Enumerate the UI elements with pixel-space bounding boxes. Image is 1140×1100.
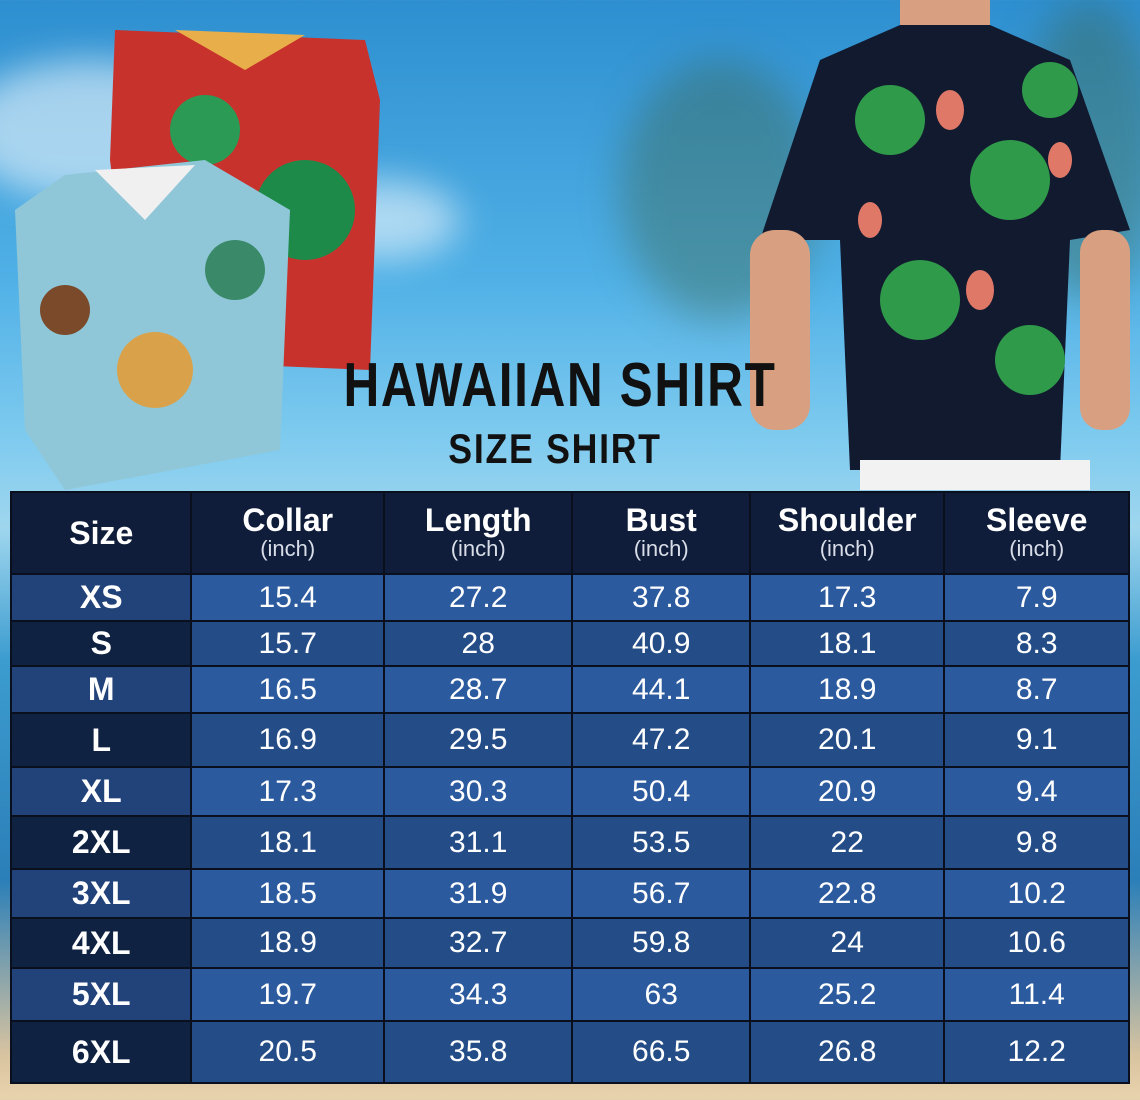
table-row: XL 17.3 30.3 50.4 20.9 9.4 — [12, 768, 1128, 815]
table-row: XS 15.4 27.2 37.8 17.3 7.9 — [12, 575, 1128, 620]
measurement-cell: 11.4 — [945, 969, 1128, 1020]
measurement-cell: 59.8 — [573, 919, 749, 967]
measurement-cell: 26.8 — [750, 1022, 944, 1082]
measurement-cell: 15.4 — [192, 575, 383, 620]
measurement-cell: 9.4 — [945, 768, 1128, 815]
measurement-cell: 19.7 — [192, 969, 383, 1020]
column-header-bust: Bust (inch) — [573, 493, 749, 573]
measurement-cell: 44.1 — [573, 667, 749, 712]
table-row: M 16.5 28.7 44.1 18.9 8.7 — [12, 667, 1128, 712]
table-header-row: Size Collar (inch) Length (inch) Bust (inch) Sh… — [12, 493, 1128, 573]
size-cell: XS — [12, 575, 191, 620]
measurement-cell: 18.1 — [750, 622, 944, 665]
column-unit: (inch) — [819, 536, 875, 561]
measurement-cell: 9.8 — [945, 817, 1128, 868]
column-header-shoulder: Shoulder (inch) — [750, 493, 944, 573]
column-unit: (inch) — [1009, 536, 1065, 561]
measurement-cell: 28.7 — [384, 667, 572, 712]
page-subtitle: SIZE SHIRT — [448, 425, 662, 472]
size-cell: XL — [12, 768, 191, 815]
measurement-cell: 40.9 — [573, 622, 749, 665]
table-row: 6XL 20.5 35.8 66.5 26.8 12.2 — [12, 1022, 1128, 1082]
folded-shirts-image — [15, 30, 380, 490]
measurement-cell: 30.3 — [384, 768, 572, 815]
table-row: 3XL 18.5 31.9 56.7 22.8 10.2 — [12, 870, 1128, 917]
measurement-cell: 10.2 — [945, 870, 1128, 917]
measurement-cell: 12.2 — [945, 1022, 1128, 1082]
measurement-cell: 9.1 — [945, 714, 1128, 766]
measurement-cell: 34.3 — [384, 969, 572, 1020]
size-cell: 5XL — [12, 969, 191, 1020]
column-label: Collar — [242, 502, 334, 538]
measurement-cell: 20.5 — [192, 1022, 383, 1082]
measurement-cell: 53.5 — [573, 817, 749, 868]
table-row: S 15.7 28 40.9 18.1 8.3 — [12, 622, 1128, 665]
measurement-cell: 29.5 — [384, 714, 572, 766]
measurement-cell: 18.1 — [192, 817, 383, 868]
measurement-cell: 24 — [750, 919, 944, 967]
measurement-cell: 31.1 — [384, 817, 572, 868]
measurement-cell: 10.6 — [945, 919, 1128, 967]
measurement-cell: 63 — [573, 969, 749, 1020]
measurement-cell: 18.9 — [192, 919, 383, 967]
column-label: Length — [424, 502, 532, 538]
column-header-length: Length (inch) — [384, 493, 572, 573]
size-cell: 4XL — [12, 919, 191, 967]
size-cell: L — [12, 714, 191, 766]
measurement-cell: 8.3 — [945, 622, 1128, 665]
table-row: 2XL 18.1 31.1 53.5 22 9.8 — [12, 817, 1128, 868]
column-label: Bust — [625, 502, 697, 538]
size-cell: 3XL — [12, 870, 191, 917]
measurement-cell: 27.2 — [384, 575, 572, 620]
size-cell: M — [12, 667, 191, 712]
measurement-cell: 37.8 — [573, 575, 749, 620]
measurement-cell: 50.4 — [573, 768, 749, 815]
measurement-cell: 25.2 — [750, 969, 944, 1020]
measurement-cell: 56.7 — [573, 870, 749, 917]
page-title: HAWAIIAN SHIRT — [343, 351, 777, 420]
measurement-cell: 17.3 — [750, 575, 944, 620]
measurement-cell: 18.9 — [750, 667, 944, 712]
measurement-cell: 47.2 — [573, 714, 749, 766]
column-label: Size — [69, 515, 134, 551]
measurement-cell: 20.1 — [750, 714, 944, 766]
measurement-cell: 16.5 — [192, 667, 383, 712]
column-label: Sleeve — [986, 502, 1088, 538]
size-cell: 6XL — [12, 1022, 191, 1082]
measurement-cell: 16.9 — [192, 714, 383, 766]
column-header-collar: Collar (inch) — [192, 493, 383, 573]
column-unit: (inch) — [450, 536, 506, 561]
measurement-cell: 22 — [750, 817, 944, 868]
measurement-cell: 7.9 — [945, 575, 1128, 620]
size-chart-table: Size Collar (inch) Length (inch) Bust (inch) Sh… — [10, 491, 1130, 1084]
measurement-cell: 22.8 — [750, 870, 944, 917]
column-label: Shoulder — [777, 502, 917, 538]
measurement-cell: 35.8 — [384, 1022, 572, 1082]
measurement-cell: 32.7 — [384, 919, 572, 967]
measurement-cell: 28 — [384, 622, 572, 665]
size-cell: 2XL — [12, 817, 191, 868]
measurement-cell: 8.7 — [945, 667, 1128, 712]
column-unit: (inch) — [633, 536, 689, 561]
model-shirt-image — [750, 0, 1130, 490]
table-row: 5XL 19.7 34.3 63 25.2 11.4 — [12, 969, 1128, 1020]
measurement-cell: 31.9 — [384, 870, 572, 917]
measurement-cell: 17.3 — [192, 768, 383, 815]
table-row: 4XL 18.9 32.7 59.8 24 10.6 — [12, 919, 1128, 967]
column-header-size: Size — [12, 493, 191, 573]
measurement-cell: 18.5 — [192, 870, 383, 917]
measurement-cell: 15.7 — [192, 622, 383, 665]
measurement-cell: 20.9 — [750, 768, 944, 815]
table-row: L 16.9 29.5 47.2 20.1 9.1 — [12, 714, 1128, 766]
column-header-sleeve: Sleeve (inch) — [945, 493, 1128, 573]
measurement-cell: 66.5 — [573, 1022, 749, 1082]
size-cell: S — [12, 622, 191, 665]
column-unit: (inch) — [260, 536, 316, 561]
